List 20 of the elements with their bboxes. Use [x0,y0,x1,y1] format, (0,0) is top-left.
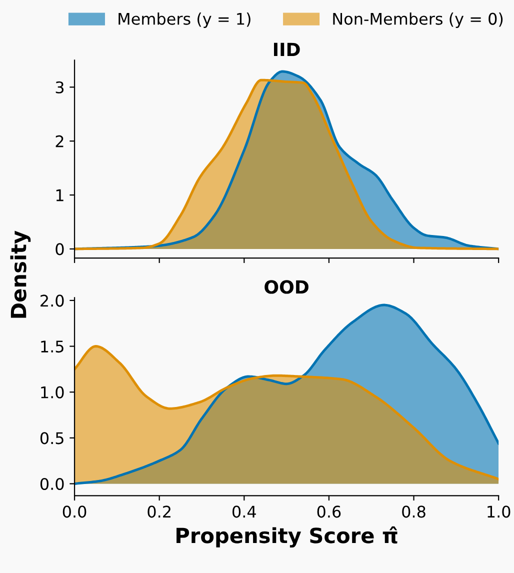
chart-title: OOD [264,280,308,294]
y-tick-label: 1.5 [41,340,64,353]
x-tick-label: 0.6 [317,506,341,518]
legend-label: Non-Members (y = 0) [333,12,503,28]
y-axis-title: Density [10,230,31,318]
y-tick-label: 2 [56,135,64,148]
x-tick-label: 0.8 [402,506,426,518]
y-tick-label: 0.5 [40,432,64,444]
chart-title: IID [274,42,300,56]
x-tick-label: 1.0 [488,506,510,518]
y-tick-label: 0 [56,243,64,256]
y-tick-label: 1.0 [41,386,64,398]
y-tick-label: 1 [56,189,64,202]
y-tick-label: 2.0 [40,294,64,307]
y-tick-label: 3 [56,81,64,94]
x-tick-label: 0.2 [148,506,170,518]
legend-label: Members (y = 1) [118,12,250,28]
x-tick-label: 0.4 [232,506,256,518]
y-tick-label: 0.0 [40,478,64,490]
x-axis-title: Propensity Score π̂ [176,526,398,548]
